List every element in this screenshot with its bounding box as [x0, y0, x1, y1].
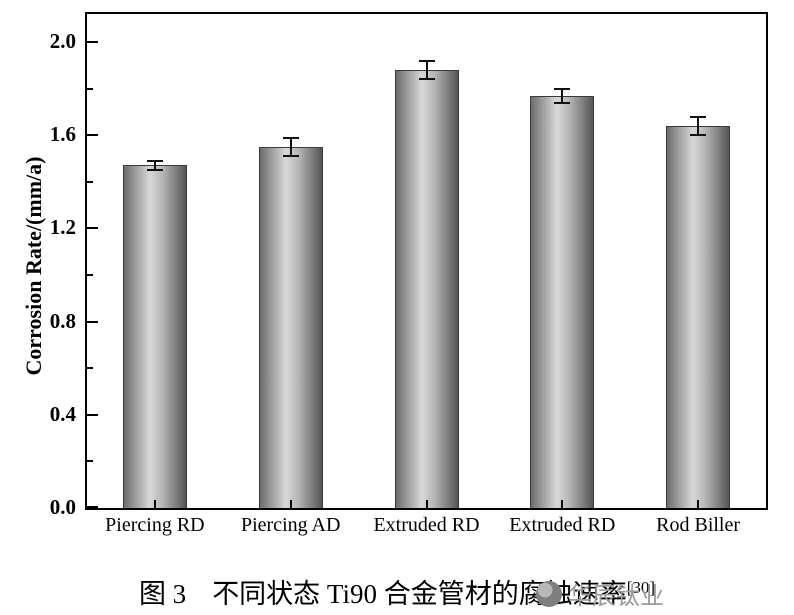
x-category-label: Extruded RD: [509, 514, 616, 536]
y-tick-label: 0.4: [49, 401, 76, 426]
bar: [258, 146, 323, 508]
y-axis-tick: [87, 320, 98, 323]
bar: [666, 125, 731, 508]
x-category-label: Rod Biller: [656, 514, 741, 536]
error-bar-cap: [690, 134, 707, 137]
caption-reference: [30]: [626, 578, 656, 597]
y-axis-tick: [87, 413, 98, 416]
y-axis-tick: [87, 506, 98, 508]
figure-caption: 图 3 不同状态 Ti90 合金管材的腐蚀速率[30]: [0, 572, 794, 611]
error-bar: [425, 60, 428, 80]
x-axis-tick: [289, 500, 292, 508]
error-bar-cap: [146, 169, 163, 172]
y-axis-tick: [87, 40, 98, 43]
x-category-label: Extruded RD: [373, 514, 480, 536]
error-bar-cap: [554, 87, 571, 90]
y-tick-label: 1.2: [49, 215, 76, 240]
watermark-text: 华辰钛业: [568, 584, 664, 610]
y-tick-label: 0.8: [49, 308, 76, 333]
bar: [394, 69, 459, 508]
y-axis-tick: [87, 87, 93, 90]
x-category-label: Piercing RD: [105, 514, 205, 536]
error-bar: [153, 160, 156, 171]
x-category-label: Piercing AD: [240, 514, 341, 536]
y-axis-tick: [87, 180, 93, 183]
y-axis-title: Corrosion Rate/(mm/a): [21, 156, 46, 376]
plot-box: [85, 12, 768, 510]
caption-number: 图 3: [138, 579, 187, 609]
y-axis-tick: [87, 273, 93, 276]
error-bar-cap: [418, 78, 435, 81]
error-bar: [289, 137, 292, 157]
bar: [530, 95, 595, 508]
y-tick-label: 0.0: [49, 495, 76, 519]
error-bar-cap: [282, 136, 299, 139]
error-bar-cap: [554, 101, 571, 104]
error-bar-cap: [690, 115, 707, 118]
bar: [122, 165, 187, 508]
error-bar-cap: [146, 159, 163, 162]
error-bar-cap: [282, 155, 299, 158]
watermark: 华辰钛业: [536, 576, 664, 611]
y-tick-label: 1.6: [49, 122, 76, 147]
y-axis-tick: [87, 227, 98, 230]
error-bar: [697, 116, 700, 136]
y-axis-tick: [87, 367, 93, 370]
watermark-circle-logo-icon: [536, 580, 562, 607]
error-bar: [561, 88, 564, 103]
x-axis-tick: [425, 500, 428, 508]
x-axis-tick: [561, 500, 564, 508]
y-axis-tick: [87, 460, 93, 463]
y-tick-label: 2.0: [49, 28, 76, 53]
x-axis-tick: [153, 500, 156, 508]
y-axis-tick: [87, 134, 98, 137]
error-bar-cap: [418, 59, 435, 62]
x-axis-tick: [697, 500, 700, 508]
